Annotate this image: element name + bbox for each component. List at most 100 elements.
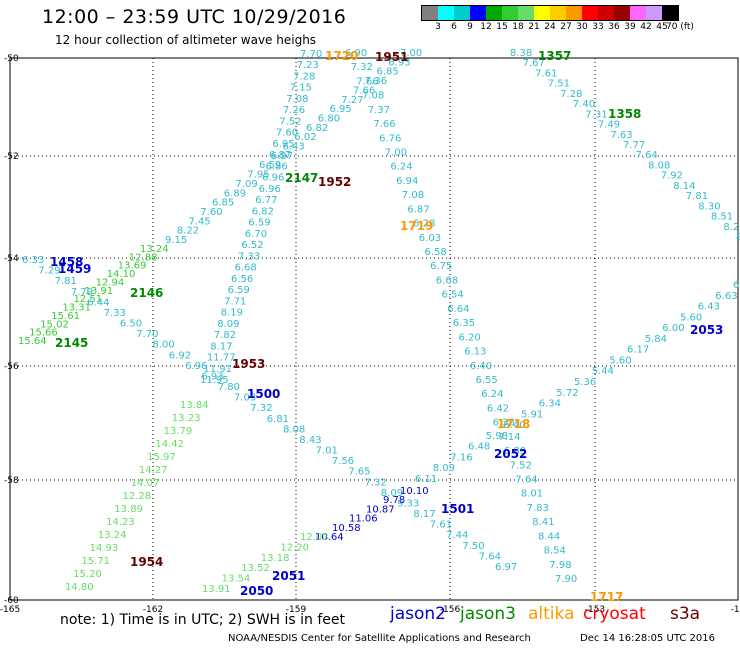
swh-value: 6.80 [318,114,340,125]
swh-value: 7.98 [549,560,571,571]
swh-value: 8.08 [648,160,670,171]
color-legend-label: 15 [496,22,508,32]
lat-tick-label: -58 [4,476,19,486]
track-west-green: 13.2412.8813.6914.1012.9413.9112.5113.31… [18,244,169,347]
swh-value: 14.93 [90,543,119,554]
lon-tick-label: -165 [0,605,20,615]
color-swatch [454,6,470,20]
color-legend-label: 9 [467,22,473,32]
swh-value: 7.15 [290,83,312,94]
swh-value: 14.23 [106,517,135,528]
swh-value: 13.18 [261,553,290,564]
swh-value: 7.31 [585,109,607,120]
swh-value: 5.36 [574,377,596,388]
color-legend-label: 70 (ft) [666,22,694,32]
swh-value: 7.03 [234,393,256,404]
swh-value: 6.97 [495,562,517,573]
swh-value: 15.64 [18,336,47,347]
swh-value: 6.32 [733,280,740,291]
swh-value: 7.70 [136,329,158,340]
track-east-se: 8.387.677.617.517.287.407.317.497.637.77… [510,48,740,243]
color-swatch [582,6,598,20]
swh-value: 6.96 [185,361,207,372]
color-swatch [598,6,614,20]
swh-value: 6.38 [493,418,515,429]
swh-value: 6.85 [212,198,234,209]
pass-time-label: 2050 [240,584,273,598]
swh-value: 15.97 [147,452,176,463]
swh-value: 7.81 [55,276,77,287]
swh-value: 6.13 [464,347,486,358]
swh-value: 6.95 [330,104,352,115]
swh-value: 6.43 [283,142,305,153]
swh-value: 8.01 [521,489,543,500]
swh-value: 7.28 [293,72,315,83]
lon-tick-label: -162 [143,605,163,615]
color-legend-label: 30 [576,22,588,32]
swh-value: 14.27 [139,465,168,476]
swh-value: 6.20 [459,332,481,343]
swh-value: 7.32 [365,477,387,488]
swh-value: 13.24 [140,244,169,255]
swh-value: 7.61 [535,68,557,79]
swh-value: 7.32 [250,403,272,414]
swh-value: 5.44 [592,366,614,377]
swh-value: 6.50 [120,319,142,330]
swh-value: 11.77 [207,353,236,364]
swh-value: 8.17 [210,341,232,352]
swh-value: 8.19 [221,308,243,319]
swh-value: 7.52 [510,460,532,471]
pass-time-label: 1718 [497,417,530,431]
swh-value: 7.64 [636,150,658,161]
swh-value: 6.34 [539,399,561,410]
swh-value: 8.38 [510,48,532,59]
pass-time-label: 1952 [318,175,351,189]
swh-value: 15.02 [40,319,69,330]
swh-value: 8.14 [673,181,695,192]
swh-value: 7.66 [373,119,395,130]
color-legend-label: 12 [480,22,492,32]
pass-time-label: 2052 [494,447,527,461]
color-swatch [470,6,486,20]
swh-value: 8.09 [217,319,239,330]
satellite-legend-s3a: s3a [670,604,701,624]
swh-value: 7.90 [555,574,577,585]
swh-value: 7.14 [498,432,520,443]
swh-value: 6.87 [407,204,429,215]
swh-value: 12.20 [280,542,309,553]
pass-time-label: 2053 [690,323,723,337]
swh-value: 7.79 [71,287,93,298]
swh-value: 6.59 [228,285,250,296]
lat-tick-label: -50 [4,54,19,64]
color-legend-label: 18 [512,22,524,32]
swh-value: 8.54 [544,546,566,557]
swh-value: 7.27 [341,95,363,106]
pass-time-label: 1357 [538,49,571,63]
swh-value: 6.24 [390,162,412,173]
swh-value: 6.64 [447,304,469,315]
swh-value: 7.44 [446,530,468,541]
swh-value: 6.77 [255,195,277,206]
swh-value: 7.33 [238,251,260,262]
map-frame [9,57,739,601]
swh-value: 7.66 [353,85,375,96]
color-legend-label: 24 [544,22,556,32]
swh-value: 7.32 [351,62,373,73]
swh-value: 7.95 [247,170,269,181]
swh-value: 6.94 [396,176,418,187]
color-legend-label: 45 [656,22,668,32]
page-subtitle: 12 hour collection of altimeter wave hei… [55,33,317,47]
track-southwest: 13.84 13.23 13.79 14.42 15.97 14.27 14.07 12.28… [65,400,209,593]
pass-time-label: 1459 [58,262,91,276]
pass-time-label: 1954 [130,555,163,569]
pass-time-label: 1458 [50,255,83,269]
swh-value: 14.80 [65,582,94,593]
swh-value: 6.54 [442,290,464,301]
color-legend-label: 39 [624,22,636,32]
color-swatch [566,6,582,20]
swh-value: 11.91 [203,364,232,375]
swh-value: 6.97 [271,151,293,162]
swh-value: 13.54 [222,574,251,585]
swh-value: 6.02 [294,132,316,143]
swh-value: 10.10 [400,486,429,497]
